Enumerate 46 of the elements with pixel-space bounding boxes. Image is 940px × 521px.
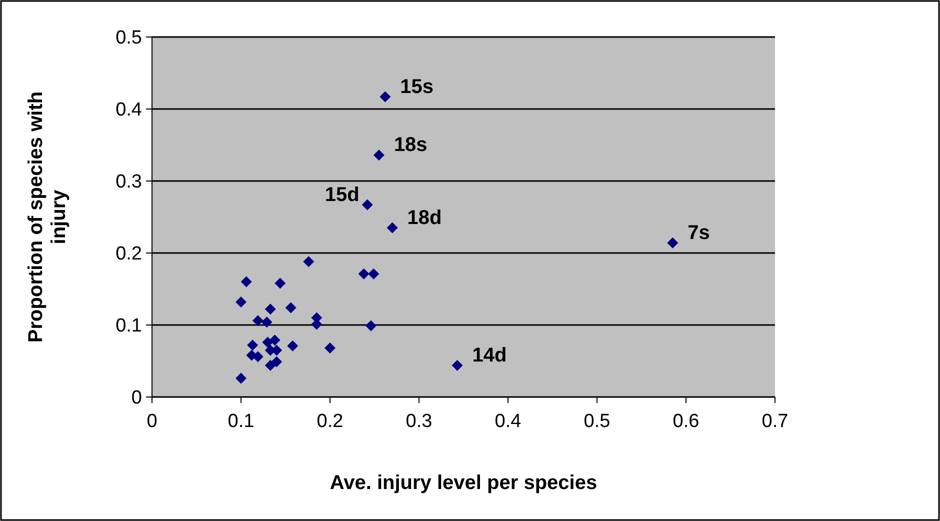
- x-axis-title: Ave. injury level per species: [330, 472, 598, 494]
- point: [271, 356, 282, 368]
- point: [264, 304, 276, 315]
- annotation: 15d: [324, 184, 360, 206]
- point: [262, 336, 274, 348]
- point: [362, 199, 373, 210]
- point: [261, 316, 272, 328]
- x-tick-label: 0.2: [316, 411, 344, 432]
- annotation: 18s: [394, 134, 428, 156]
- point: [252, 315, 264, 326]
- point: [667, 237, 678, 248]
- point: [285, 302, 296, 314]
- x-tick-label: 0.4: [494, 411, 522, 432]
- point: [358, 268, 370, 280]
- point: [274, 278, 286, 289]
- point: [287, 340, 298, 352]
- x-tick-label: 0: [146, 411, 158, 432]
- x-tick-label: 0.1: [228, 411, 254, 432]
- y-axis-title: Proportion of species with injury: [25, 91, 70, 343]
- y-tick-label: 0.1: [116, 316, 142, 337]
- x-tick-label: 0.7: [762, 411, 788, 432]
- x-tick-label: 0.6: [672, 411, 700, 432]
- point: [236, 372, 246, 384]
- point: [240, 276, 252, 288]
- y-tick-label: 0.3: [116, 172, 142, 193]
- point: [247, 340, 258, 351]
- y-tick-label: 0.2: [116, 244, 142, 265]
- point: [373, 150, 384, 161]
- point: [380, 91, 391, 102]
- annotation: 18d: [407, 206, 442, 229]
- point: [269, 334, 280, 346]
- point: [452, 360, 463, 371]
- y-tick-label: 0.4: [116, 100, 142, 121]
- x-tick-label: 0.5: [584, 411, 610, 432]
- point: [303, 256, 314, 268]
- point: [386, 222, 398, 234]
- annotation: 7s: [688, 222, 710, 244]
- point: [368, 268, 380, 280]
- y-tick-label: 0: [131, 388, 142, 409]
- y-tick-label: 0.5: [116, 28, 142, 49]
- annotation: 15s: [400, 76, 434, 98]
- point: [236, 296, 246, 308]
- x-tick-label: 0.3: [406, 411, 432, 432]
- point: [324, 342, 336, 354]
- point: [365, 320, 376, 332]
- annotation: 14d: [472, 344, 507, 366]
